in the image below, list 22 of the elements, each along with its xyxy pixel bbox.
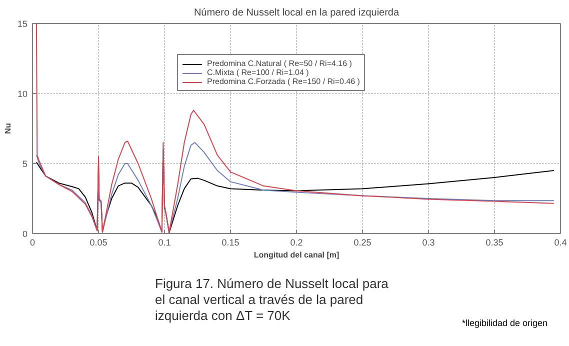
x-tick-label: 0.25 <box>354 238 372 248</box>
legend-label: C.Mixta ( Re=100 / Ri=1.04 ) <box>207 68 309 77</box>
y-tick-label: 0 <box>22 229 28 239</box>
x-tick-label: 0.15 <box>222 238 240 248</box>
legend-label: Predomina C.Natural ( Re=50 / Ri=4.16 ) <box>207 59 352 68</box>
y-axis-title: Nu <box>3 123 12 134</box>
x-tick-label: 0.2 <box>290 238 303 248</box>
line-series <box>36 24 554 233</box>
y-tick-label: 10 <box>17 89 28 99</box>
x-tick-label: 0.05 <box>90 238 108 248</box>
x-tick-label: 0 <box>30 238 36 248</box>
x-tick-label: 0.4 <box>554 238 567 248</box>
x-axis-title: Longitud del canal [m] <box>254 250 340 260</box>
x-tick-label: 0.1 <box>158 238 171 248</box>
x-tick-label: 0.35 <box>486 238 504 248</box>
text: *llegibilidad de origen <box>462 317 548 330</box>
y-tick-label: 15 <box>17 19 28 29</box>
y-tick-label: 5 <box>22 159 28 169</box>
x-tick-label: 0.3 <box>422 238 435 248</box>
legend-label: Predomina C.Forzada ( Re=150 / Ri=0.46 ) <box>207 77 360 86</box>
chart-title: Número de Nusselt local en la pared izquierda <box>194 8 400 18</box>
text: Figura 17. Número de Nusselt local para el canal vertical a través de la pared izquierda con ΔT = 70K <box>155 276 388 324</box>
